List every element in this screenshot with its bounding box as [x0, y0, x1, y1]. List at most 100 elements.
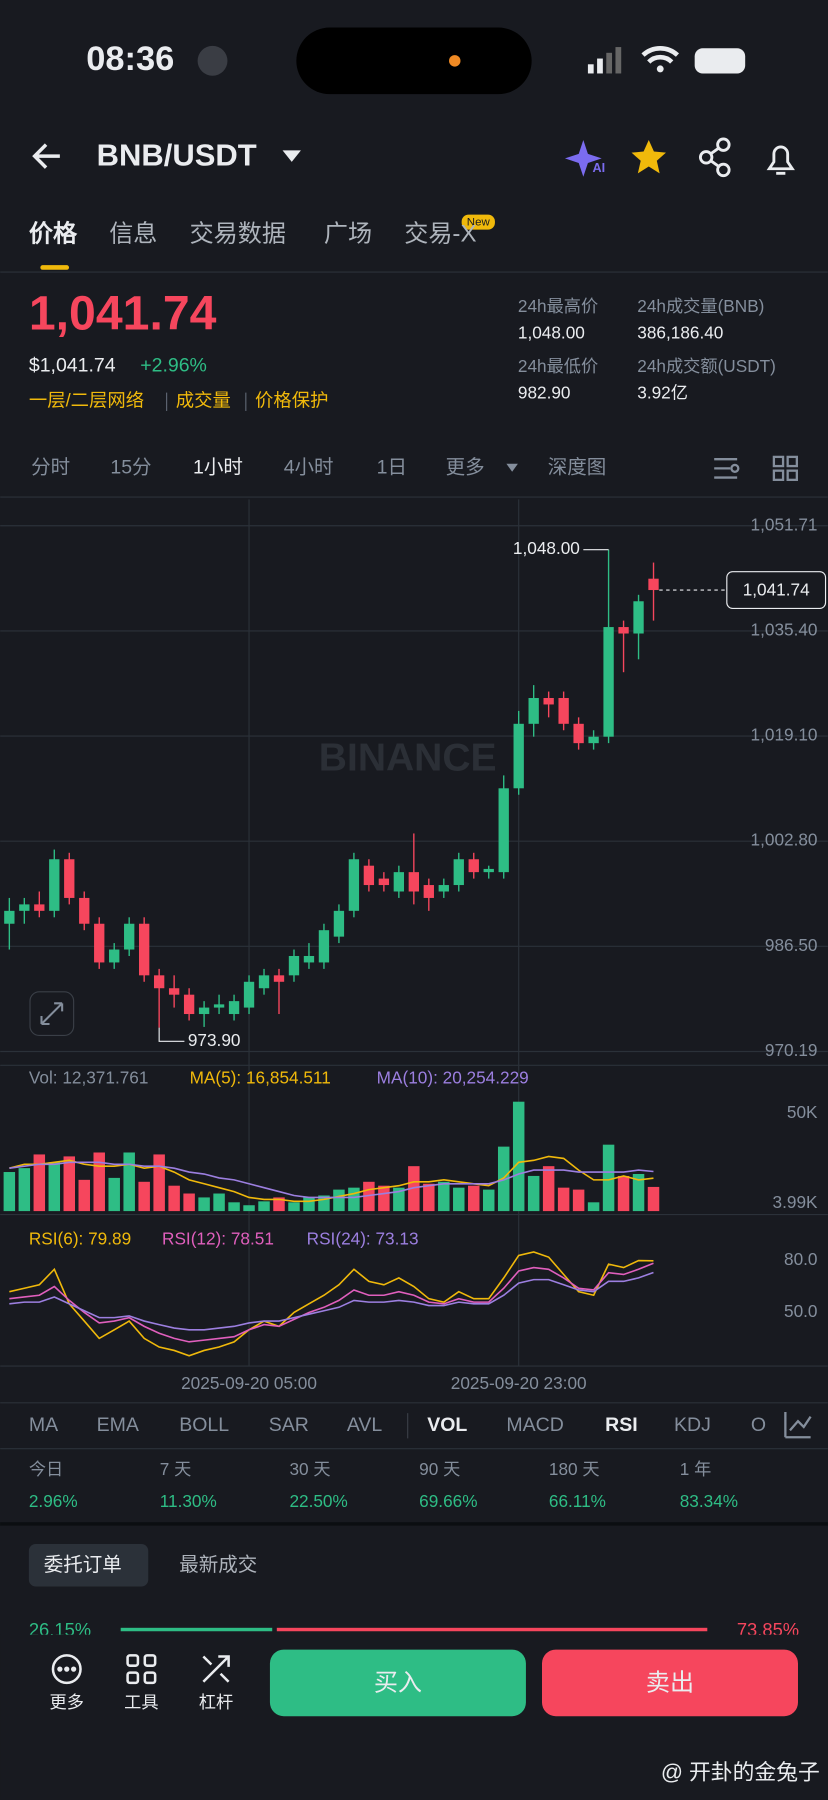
y-tick-label: 1,019.10: [751, 725, 818, 745]
candle-body: [198, 1007, 210, 1015]
x-tick-label: 2025-09-20 05:00: [181, 1373, 317, 1393]
tab[interactable]: 交易数据: [190, 221, 286, 248]
indicator[interactable]: SAR: [269, 1414, 309, 1436]
section-gap: [0, 1522, 828, 1526]
price-tag[interactable]: 一层/二层网络: [29, 390, 144, 411]
tab[interactable]: 广场: [324, 221, 372, 248]
order-tab-active[interactable]: [28, 1544, 149, 1587]
indicator-line: [9, 1262, 654, 1343]
interval[interactable]: 4小时: [284, 457, 334, 479]
price-tag[interactable]: 成交量: [176, 390, 231, 411]
volume-bar: [482, 1189, 495, 1212]
candle-body: [34, 904, 45, 911]
share-icon[interactable]: [698, 137, 731, 178]
watermark: @ 开卦的金兔子: [661, 1759, 820, 1784]
perf-period: 90 天: [419, 1459, 460, 1479]
perf-value: 83.34%: [680, 1491, 738, 1511]
interval[interactable]: 分时: [31, 457, 70, 479]
volume-bar: [617, 1175, 630, 1212]
indicator[interactable]: EMA: [97, 1414, 139, 1436]
indicator[interactable]: RSI: [605, 1414, 638, 1436]
price-tag[interactable]: 价格保护: [255, 390, 328, 411]
perf-period: 30 天: [289, 1459, 330, 1479]
volume-bar: [363, 1181, 375, 1212]
chart-area: 1,051.71 1,035.40 1,019.10 1,002.80 986.50 97…: [0, 499, 828, 1393]
perf-period: 今日: [29, 1459, 63, 1479]
indicator[interactable]: AVL: [347, 1414, 383, 1436]
candle-body: [408, 872, 419, 892]
perf-value: 2.96%: [29, 1491, 78, 1511]
volume-bar: [213, 1193, 225, 1212]
indicator[interactable]: MACD: [506, 1414, 563, 1436]
volume-bar: [228, 1202, 240, 1212]
new-badge-bg: [461, 214, 495, 230]
candle-body: [153, 975, 165, 989]
back-button[interactable]: [32, 143, 60, 169]
candle-body: [19, 904, 30, 911]
interval[interactable]: 深度图: [548, 457, 607, 479]
interval[interactable]: 更多: [446, 457, 485, 479]
volume-bar: [542, 1166, 555, 1212]
interval[interactable]: 1日: [377, 457, 407, 479]
buy-button[interactable]: [269, 1649, 526, 1717]
stat-label: 24h成交量(BNB): [637, 296, 764, 316]
y-tick-label: 970.19: [765, 1040, 818, 1060]
chart-watermark: BINANCE: [319, 736, 497, 779]
stat-value: 386,186.40: [637, 323, 723, 343]
volume-bar: [3, 1172, 16, 1212]
order-tab[interactable]: 最新成交: [179, 1554, 257, 1576]
indicator[interactable]: O: [751, 1414, 766, 1436]
bottom-action[interactable]: 杠杆: [199, 1692, 233, 1712]
volume-bar: [348, 1187, 360, 1212]
chart-settings-icon[interactable]: [714, 458, 740, 479]
candle-body: [303, 955, 315, 963]
interval[interactable]: 1小时: [193, 457, 243, 479]
favorite-star[interactable]: [631, 140, 666, 174]
max-label: 1,048.00: [513, 538, 580, 558]
volume-bar: [303, 1197, 315, 1212]
volume-bar: [423, 1183, 435, 1212]
signal-icon: [587, 47, 622, 74]
volume-bar: [587, 1202, 600, 1212]
last-price-label: 1,041.74: [743, 580, 810, 600]
pair-dropdown[interactable]: [282, 150, 301, 162]
candle-body: [228, 1001, 240, 1015]
volume-bar: [527, 1175, 540, 1212]
tab[interactable]: 交易-X: [404, 221, 476, 248]
stat-value: 1,048.00: [518, 323, 585, 343]
stat-label: 24h最高价: [518, 296, 598, 316]
indicator-settings-icon[interactable]: [784, 1411, 812, 1439]
indicator[interactable]: MA: [29, 1414, 58, 1436]
mute-icon: [197, 45, 228, 76]
tab[interactable]: 价格: [29, 221, 78, 248]
ai-icon[interactable]: [564, 140, 602, 177]
pair-title[interactable]: BNB/USDT: [97, 137, 257, 172]
candle-body: [588, 736, 599, 744]
candle-body: [453, 859, 464, 886]
y-tick-label: 50.0: [784, 1301, 817, 1321]
legend-entry: MA(10): 20,254.229: [377, 1068, 529, 1088]
indicator[interactable]: KDJ: [674, 1414, 711, 1436]
order-tab[interactable]: 委托订单: [44, 1554, 122, 1576]
bottom-action[interactable]: 更多: [50, 1692, 84, 1712]
tab[interactable]: 信息: [109, 221, 157, 248]
y-tick-label: 50K: [787, 1102, 818, 1122]
y-tick-label: 3.99K: [773, 1192, 818, 1212]
more-dropdown[interactable]: [506, 463, 518, 472]
volume-bar: [572, 1189, 585, 1212]
candle-body: [318, 930, 330, 963]
volume-bar: [243, 1205, 255, 1212]
sell-button[interactable]: [541, 1649, 798, 1717]
sell-label: 卖出: [646, 1669, 694, 1696]
ai-badge: AI: [593, 161, 606, 175]
bottom-action[interactable]: 工具: [124, 1692, 158, 1712]
candle-body: [64, 859, 75, 898]
layout-icon[interactable]: [772, 455, 798, 481]
candle-body: [79, 897, 90, 924]
bell-icon[interactable]: [766, 145, 795, 175]
candle-body: [648, 578, 659, 591]
indicator[interactable]: VOL: [427, 1414, 467, 1436]
indicator[interactable]: BOLL: [179, 1414, 229, 1436]
expand-button[interactable]: [29, 991, 75, 1037]
interval[interactable]: 15分: [110, 457, 151, 479]
